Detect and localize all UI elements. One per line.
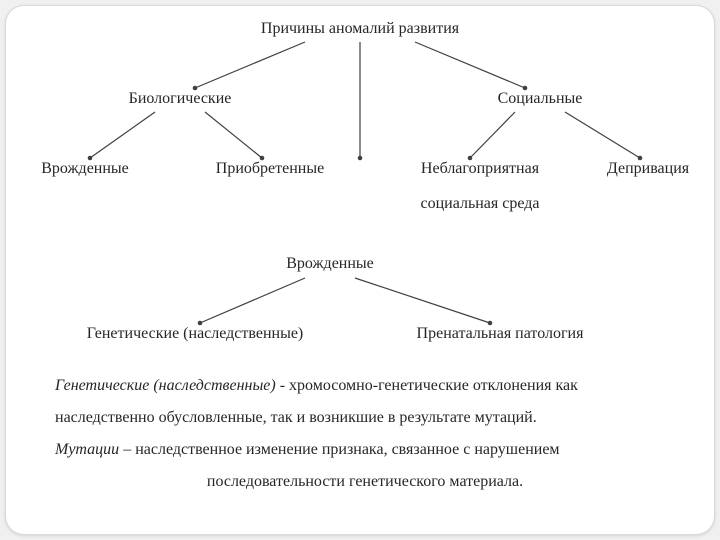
para-line-3: последовательности генетического материа… (55, 466, 675, 498)
paragraph-block: Генетические (наследственные) - хромосом… (55, 370, 675, 498)
para-line-0: Генетические (наследственные) - хромосом… (55, 370, 675, 402)
node-root: Причины аномалий развития (0, 20, 720, 38)
para-run-1-0: наследственно обусловленные, так и возни… (55, 409, 537, 426)
node-soc: Социальные (180, 90, 720, 108)
node-depriv: Депривация (288, 160, 720, 178)
para-line-2: Мутации – наследственное изменение призн… (55, 434, 675, 466)
para-line-1: наследственно обусловленные, так и возни… (55, 402, 675, 434)
node-congenital2: Врожденные (0, 255, 690, 273)
node-unfav_env2: социальная среда (120, 195, 720, 213)
para-run-2-1: – наследственное изменение признака, свя… (119, 441, 559, 458)
para-run-2-0: Мутации (55, 441, 119, 458)
para-run-3-0: последовательности генетического материа… (207, 473, 523, 490)
para-run-0-0: Генетические (наследственные) (55, 377, 276, 394)
para-run-0-1: - хромосомно-генетические отклонения как (276, 377, 578, 394)
node-prenatal: Пренатальная патология (140, 325, 720, 343)
